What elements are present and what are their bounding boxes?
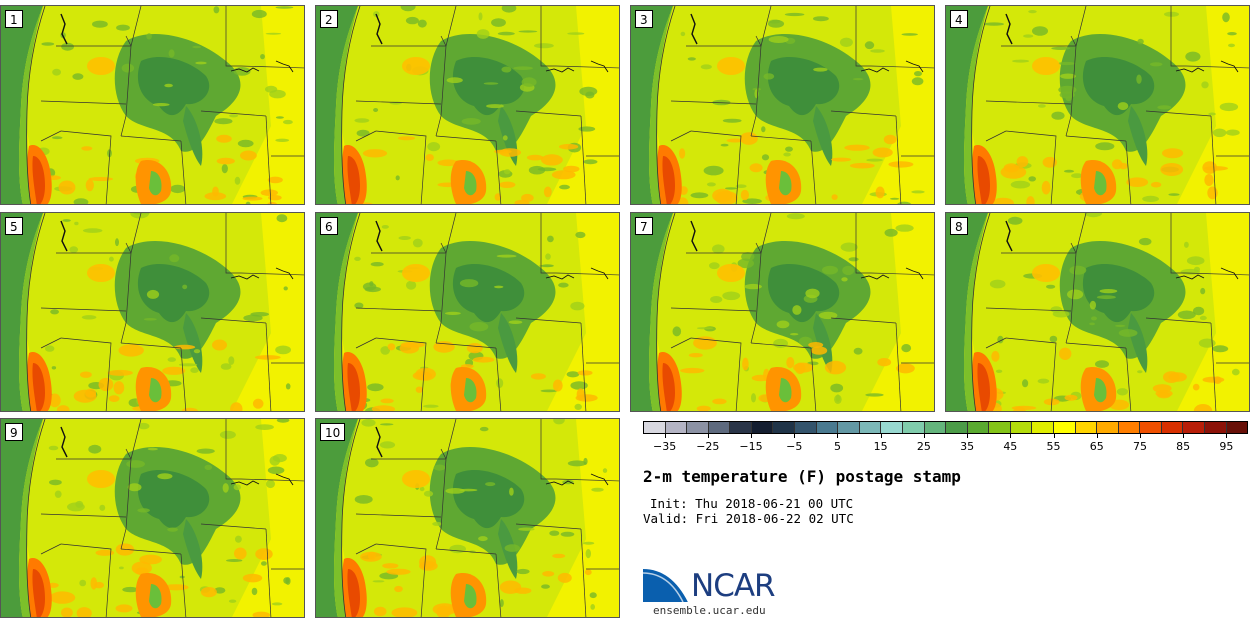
map-stamp-10: 10 bbox=[315, 418, 620, 618]
temperature-map bbox=[1, 213, 304, 411]
website-url: ensemble.ucar.edu bbox=[653, 604, 766, 617]
member-label: 8 bbox=[950, 217, 968, 235]
colorbar-tick-label: 25 bbox=[916, 440, 931, 453]
color-bin-10 bbox=[859, 422, 882, 433]
colorbar-tick-label: 15 bbox=[873, 440, 888, 453]
colorbar-tick bbox=[880, 434, 882, 438]
color-bin-18 bbox=[1032, 422, 1054, 433]
color-bin-1 bbox=[665, 422, 688, 433]
color-bin-24 bbox=[1161, 422, 1184, 433]
color-bin-7 bbox=[795, 422, 817, 433]
colorbar-tick-label: −5 bbox=[786, 440, 803, 453]
color-bin-15 bbox=[967, 422, 990, 433]
colorbar-tick bbox=[1226, 434, 1228, 438]
colorbar-tick-label: 85 bbox=[1176, 440, 1191, 453]
color-bin-0 bbox=[644, 422, 666, 433]
color-bin-4 bbox=[730, 422, 752, 433]
logo-wordmark: NCAR bbox=[691, 568, 776, 604]
temperature-map bbox=[316, 419, 619, 617]
colorbar-tick bbox=[664, 434, 666, 438]
product-title: 2-m temperature (F) postage stamp bbox=[643, 467, 961, 486]
color-bin-3 bbox=[708, 422, 731, 433]
map-stamp-9: 9 bbox=[0, 418, 305, 618]
color-bin-16 bbox=[989, 422, 1011, 433]
color-bin-21 bbox=[1097, 422, 1119, 433]
init-time: Init: Thu 2018-06-21 00 UTC bbox=[650, 496, 854, 511]
member-label: 10 bbox=[320, 423, 346, 441]
map-stamp-2: 2 bbox=[315, 5, 620, 205]
map-stamp-1: 1 bbox=[0, 5, 305, 205]
colorbar-tick bbox=[707, 434, 709, 438]
valid-time: Valid: Fri 2018-06-22 02 UTC bbox=[643, 511, 854, 526]
member-label: 5 bbox=[5, 217, 23, 235]
map-stamp-4: 4 bbox=[945, 5, 1250, 205]
color-bin-8 bbox=[816, 422, 839, 433]
colorbar-tick-label: 55 bbox=[1046, 440, 1061, 453]
map-stamp-8: 8 bbox=[945, 212, 1250, 412]
colorbar-tick bbox=[967, 434, 969, 438]
colorbar-tick-label: −15 bbox=[739, 440, 763, 453]
colorbar-tick bbox=[1010, 434, 1012, 438]
color-scale-ticks: −35−25−15−55152535455565758595105115 bbox=[643, 434, 1260, 456]
colorbar-tick-label: 45 bbox=[1003, 440, 1018, 453]
colorbar-tick bbox=[1183, 434, 1185, 438]
map-stamp-6: 6 bbox=[315, 212, 620, 412]
colorbar-tick-label: 5 bbox=[833, 440, 841, 453]
color-bin-25 bbox=[1183, 422, 1206, 433]
color-bin-12 bbox=[902, 422, 925, 433]
temperature-map bbox=[631, 6, 934, 204]
color-bin-13 bbox=[924, 422, 947, 433]
color-bin-6 bbox=[773, 422, 796, 433]
colorbar-tick bbox=[1096, 434, 1098, 438]
member-label: 7 bbox=[635, 217, 653, 235]
colorbar-tick-label: 75 bbox=[1132, 440, 1147, 453]
colorbar-tick bbox=[794, 434, 796, 438]
color-bin-14 bbox=[946, 422, 968, 433]
map-stamp-7: 7 bbox=[630, 212, 935, 412]
member-label: 3 bbox=[635, 10, 653, 28]
temperature-map bbox=[1, 419, 304, 617]
colorbar-tick-label: −25 bbox=[696, 440, 720, 453]
color-bin-17 bbox=[1010, 422, 1033, 433]
color-bin-19 bbox=[1053, 422, 1076, 433]
temperature-map bbox=[946, 213, 1249, 411]
temperature-map bbox=[316, 213, 619, 411]
color-bin-23 bbox=[1140, 422, 1162, 433]
colorbar-tick bbox=[751, 434, 753, 438]
colorbar-tick-label: 65 bbox=[1089, 440, 1104, 453]
member-label: 2 bbox=[320, 10, 338, 28]
temperature-map bbox=[631, 213, 934, 411]
colorbar-tick bbox=[1139, 434, 1141, 438]
color-bin-5 bbox=[751, 422, 774, 433]
colorbar-tick-label: 95 bbox=[1219, 440, 1234, 453]
colorbar-tick-label: 105 bbox=[1250, 440, 1260, 453]
color-bin-22 bbox=[1118, 422, 1141, 433]
color-bin-11 bbox=[881, 422, 903, 433]
map-stamp-5: 5 bbox=[0, 212, 305, 412]
colorbar-tick-label: 35 bbox=[960, 440, 975, 453]
ncar-logo: NCAR bbox=[643, 562, 803, 612]
color-bin-27 bbox=[1226, 422, 1248, 433]
member-label: 4 bbox=[950, 10, 968, 28]
color-bin-2 bbox=[687, 422, 709, 433]
member-label: 6 bbox=[320, 217, 338, 235]
color-bin-26 bbox=[1205, 422, 1227, 433]
temperature-map bbox=[1, 6, 304, 204]
temperature-map bbox=[316, 6, 619, 204]
colorbar-tick-label: −35 bbox=[652, 440, 677, 453]
color-bin-9 bbox=[838, 422, 860, 433]
color-scale-bar bbox=[643, 421, 1248, 434]
map-stamp-3: 3 bbox=[630, 5, 935, 205]
color-bin-20 bbox=[1075, 422, 1098, 433]
colorbar-tick bbox=[837, 434, 839, 438]
colorbar-tick bbox=[923, 434, 925, 438]
member-label: 1 bbox=[5, 10, 23, 28]
ncar-swoosh-icon bbox=[643, 564, 691, 603]
member-label: 9 bbox=[5, 423, 23, 441]
temperature-map bbox=[946, 6, 1249, 204]
colorbar-tick bbox=[1053, 434, 1055, 438]
